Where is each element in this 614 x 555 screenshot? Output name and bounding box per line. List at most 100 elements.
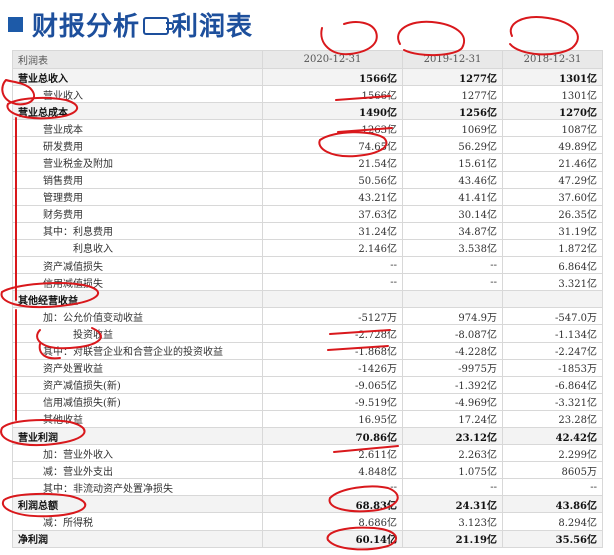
value-cell-2020: 1566亿 [262,67,403,87]
value-cell-2018: 1301亿 [502,67,603,87]
value-cell-2019: 30.14亿 [402,204,503,223]
value-cell-2018: 8.294亿 [502,512,603,531]
value-cell-2019: -1.392亿 [402,375,503,394]
value-cell-2019: -- [402,273,503,292]
value-cell-2020: 16.95亿 [262,409,403,428]
row-label: 财务费用 [12,204,263,223]
value-cell-2019: 3.538亿 [402,238,503,258]
value-cell-2018: 31.19亿 [502,221,603,240]
value-cell-2018: 23.28亿 [502,409,603,428]
page-header: 财报分析 利润表 [8,6,253,42]
table-row: 财务费用 37.63亿 30.14亿 26.35亿 [12,204,603,223]
value-cell-2018: 35.56亿 [502,529,603,548]
value-cell-2020: -1.868亿 [262,341,403,360]
row-label: 资产减值损失 [12,256,263,275]
column-header-2018: 2018-12-31 [502,50,603,69]
value-cell-2018: -1853万 [502,358,603,377]
row-label: 资产处置收益 [12,358,263,377]
value-cell-2018: 49.89亿 [502,136,603,155]
value-cell-2020: 1263亿 [262,119,403,138]
table-row: 研发费用 74.65亿 56.29亿 49.89亿 [12,136,603,155]
value-cell-2019: 24.31亿 [402,495,503,514]
row-label: 资产减值损失(新) [12,375,263,394]
value-cell-2019: 21.19亿 [402,529,503,548]
value-cell-2018: -6.864亿 [502,375,603,394]
row-label: 营业收入 [12,85,263,104]
row-label: 其他收益 [12,409,263,428]
table-header-row: 利润表 2020-12-31 2019-12-31 2018-12-31 [12,50,603,69]
pointing-hand-icon [143,17,175,35]
row-label: 加：营业外收入 [12,444,263,463]
row-label: 营业利润 [12,426,263,446]
row-label: 利息收入 [12,238,263,258]
table-row: 其中：利息费用 31.24亿 34.87亿 31.19亿 [12,221,603,240]
value-cell-2018: 26.35亿 [502,204,603,223]
row-label: 其中：对联营企业和合营企业的投资收益 [12,341,263,360]
table-row: 销售费用 50.56亿 43.46亿 47.29亿 [12,170,603,189]
table-row: 营业总成本 1490亿 1256亿 1270亿 [12,102,603,121]
value-cell-2019: 43.46亿 [402,170,503,189]
table-row: 信用减值损失(新) -9.519亿 -4.969亿 -3.321亿 [12,392,603,411]
row-label: 营业总成本 [12,102,263,121]
table-row: 信用减值损失 -- -- 3.321亿 [12,273,603,292]
table-row: 其他经营收益 [12,290,603,309]
value-cell-2020: 74.65亿 [262,136,403,155]
row-label: 营业总收入 [12,67,263,87]
table-row: 投资收益 -2.728亿 -8.087亿 -1.134亿 [12,324,603,343]
value-cell-2020: 4.848亿 [262,461,403,480]
value-cell-2020: 21.54亿 [262,153,403,172]
value-cell-2020: -- [262,478,403,497]
page-subtitle: 利润表 [172,11,254,42]
value-cell-2019: -- [402,478,503,497]
value-cell-2019: -9975万 [402,358,503,377]
row-label: 其中：利息费用 [12,221,263,240]
row-label: 减：营业外支出 [12,461,263,480]
column-header-2019: 2019-12-31 [402,50,503,69]
value-cell-2020: 43.21亿 [262,187,403,206]
table-row: 营业收入 1566亿 1277亿 1301亿 [12,85,603,104]
value-cell-2018: 1087亿 [502,119,603,138]
table-row: 资产减值损失(新) -9.065亿 -1.392亿 -6.864亿 [12,375,603,394]
value-cell-2020: -- [262,256,403,275]
value-cell-2019: 15.61亿 [402,153,503,172]
row-label: 利润总额 [12,495,263,514]
value-cell-2019: 2.263亿 [402,444,503,463]
value-cell-2020: 37.63亿 [262,204,403,223]
value-cell-2018: -1.134亿 [502,324,603,343]
value-cell-2020: -5127万 [262,307,403,326]
value-cell-2019: -- [402,256,503,275]
row-label: 销售费用 [12,170,263,189]
value-cell-2019: 1.075亿 [402,461,503,480]
title-bullet-square [8,16,23,32]
value-cell-2020: -9.065亿 [262,375,403,394]
value-cell-2019: 17.24亿 [402,409,503,428]
value-cell-2019: -4.228亿 [402,341,503,360]
value-cell-2018: 21.46亿 [502,153,603,172]
value-cell-2020: 1490亿 [262,102,403,121]
table-row: 减：所得税 8.686亿 3.123亿 8.294亿 [12,512,603,531]
column-header-2020: 2020-12-31 [262,50,403,69]
value-cell-2018: 42.42亿 [502,426,603,446]
value-cell-2020: 31.24亿 [262,221,403,240]
value-cell-2019: 1277亿 [402,67,503,87]
value-cell-2020: 8.686亿 [262,512,403,531]
value-cell-2019: 34.87亿 [402,221,503,240]
table-row: 资产减值损失 -- -- 6.864亿 [12,256,603,275]
value-cell-2019: 1069亿 [402,119,503,138]
income-statement-table: 利润表 2020-12-31 2019-12-31 2018-12-31 营业总… [12,50,603,548]
row-label: 其中：非流动资产处置净损失 [12,478,263,497]
value-cell-2018: 1270亿 [502,102,603,121]
value-cell-2019 [402,290,503,309]
value-cell-2018: -3.321亿 [502,392,603,411]
row-label: 信用减值损失 [12,273,263,292]
column-header-item: 利润表 [12,50,263,69]
value-cell-2018: 2.299亿 [502,444,603,463]
value-cell-2018 [502,290,603,309]
value-cell-2020: -9.519亿 [262,392,403,411]
row-label: 其他经营收益 [12,290,263,309]
table-row: 其中：对联营企业和合营企业的投资收益 -1.868亿 -4.228亿 -2.247亿 [12,341,603,360]
value-cell-2018: 3.321亿 [502,273,603,292]
value-cell-2020: 70.86亿 [262,426,403,446]
value-cell-2018: 37.60亿 [502,187,603,206]
value-cell-2019: 56.29亿 [402,136,503,155]
